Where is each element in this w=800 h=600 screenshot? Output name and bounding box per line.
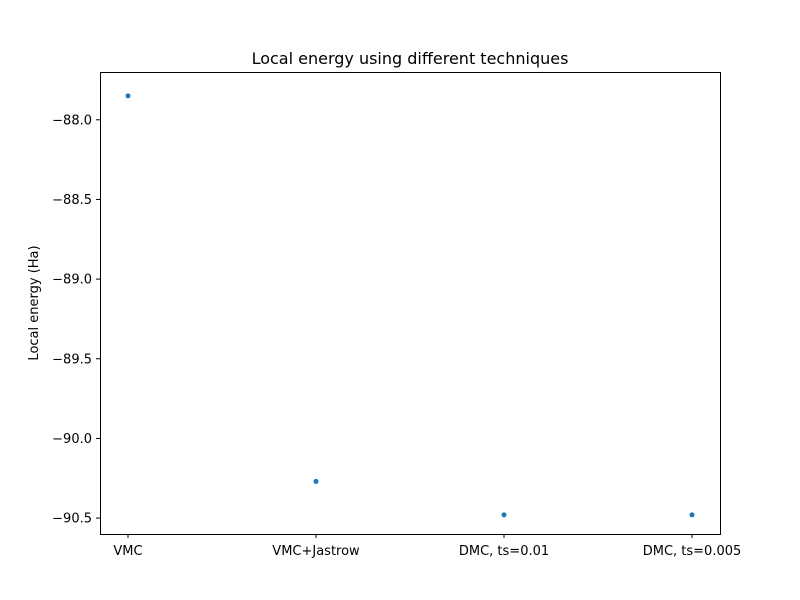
x-tick-label: DMC, ts=0.005: [643, 544, 742, 559]
y-tick-label: −90.5: [52, 512, 92, 527]
chart-title: Local energy using different techniques: [252, 49, 569, 68]
y-tick-label: −88.5: [52, 193, 92, 208]
x-tick-label: VMC+Jastrow: [272, 544, 360, 559]
plot-area-frame: [100, 72, 721, 535]
data-point: [125, 93, 131, 99]
data-point: [689, 512, 695, 518]
y-tick-label: −89.0: [52, 273, 92, 288]
x-tick-label: VMC: [113, 544, 142, 559]
y-axis-ticks: −88.0 −88.5 −89.0 −89.5 −90.0 −90.5: [52, 113, 100, 527]
x-axis-ticks: VMC VMC+Jastrow DMC, ts=0.01 DMC, ts=0.005: [113, 534, 741, 559]
y-tick-label: −89.5: [52, 352, 92, 367]
data-point: [501, 512, 507, 518]
x-tick-label: DMC, ts=0.01: [459, 544, 549, 559]
y-tick-label: −88.0: [52, 113, 92, 128]
y-tick-label: −90.0: [52, 432, 92, 447]
data-points: [125, 93, 695, 518]
data-point: [313, 478, 319, 484]
y-axis-label: Local energy (Ha): [27, 245, 42, 360]
